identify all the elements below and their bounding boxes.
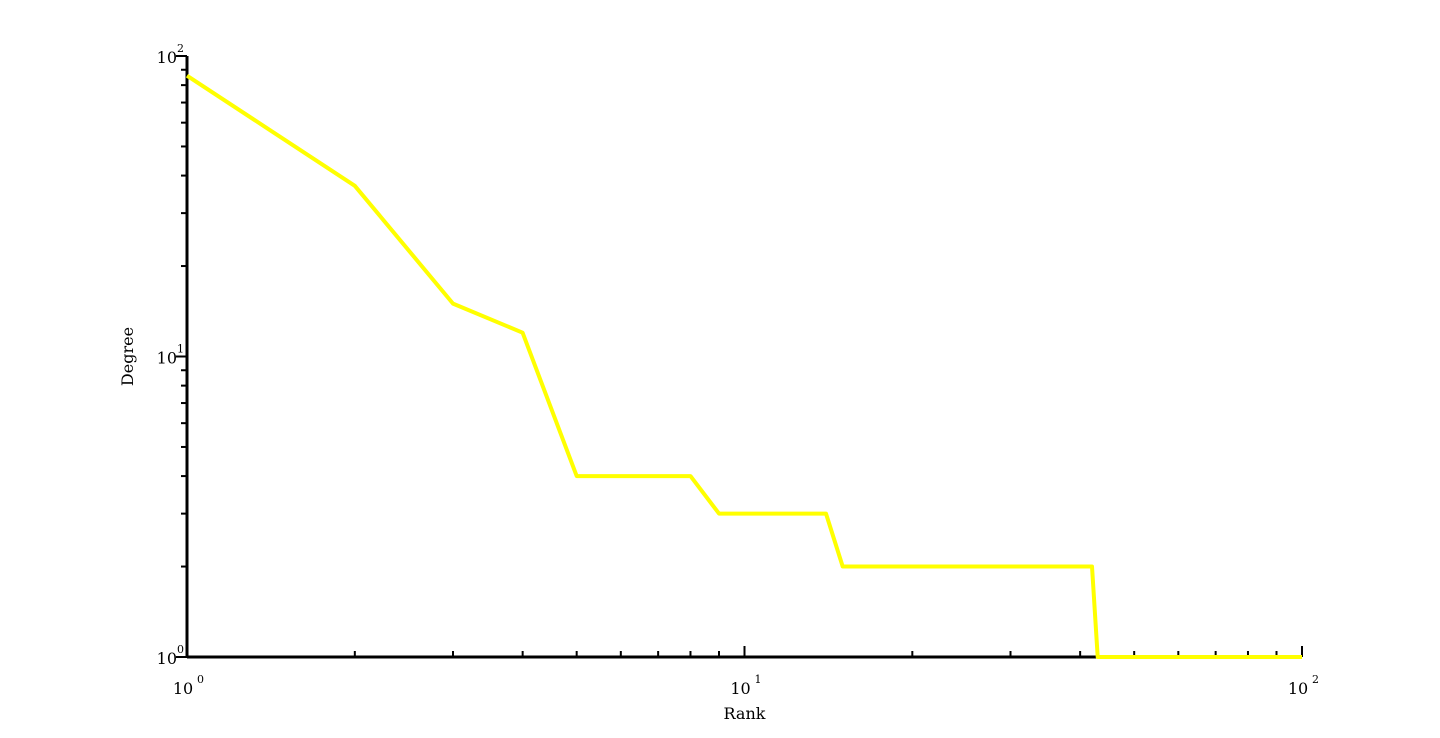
series-layer bbox=[185, 74, 1302, 659]
minor-ticks bbox=[181, 68, 1278, 657]
x-tick-label: 10 bbox=[1288, 679, 1308, 698]
x-tick-exponent: 2 bbox=[1312, 673, 1319, 686]
y-tick-label: 10 bbox=[157, 649, 177, 668]
x-tick-exponent: 0 bbox=[197, 673, 204, 686]
series-line bbox=[185, 74, 1302, 659]
major-ticks bbox=[176, 55, 1303, 658]
x-axis-title: Rank bbox=[724, 704, 766, 723]
y-tick-exponent: 2 bbox=[177, 42, 184, 55]
x-tick-exponent: 1 bbox=[755, 673, 762, 686]
y-tick-exponent: 1 bbox=[177, 343, 184, 356]
axes bbox=[185, 56, 1302, 659]
y-axis-title: Degree bbox=[118, 327, 137, 386]
x-tick-labels: 10 0 10 1 10 2 bbox=[173, 673, 1319, 698]
x-tick-label: 10 bbox=[730, 679, 750, 698]
x-tick-label: 10 bbox=[173, 679, 193, 698]
y-tick-label: 10 bbox=[157, 48, 177, 67]
y-tick-label: 10 bbox=[157, 349, 177, 368]
y-tick-exponent: 0 bbox=[177, 643, 184, 656]
